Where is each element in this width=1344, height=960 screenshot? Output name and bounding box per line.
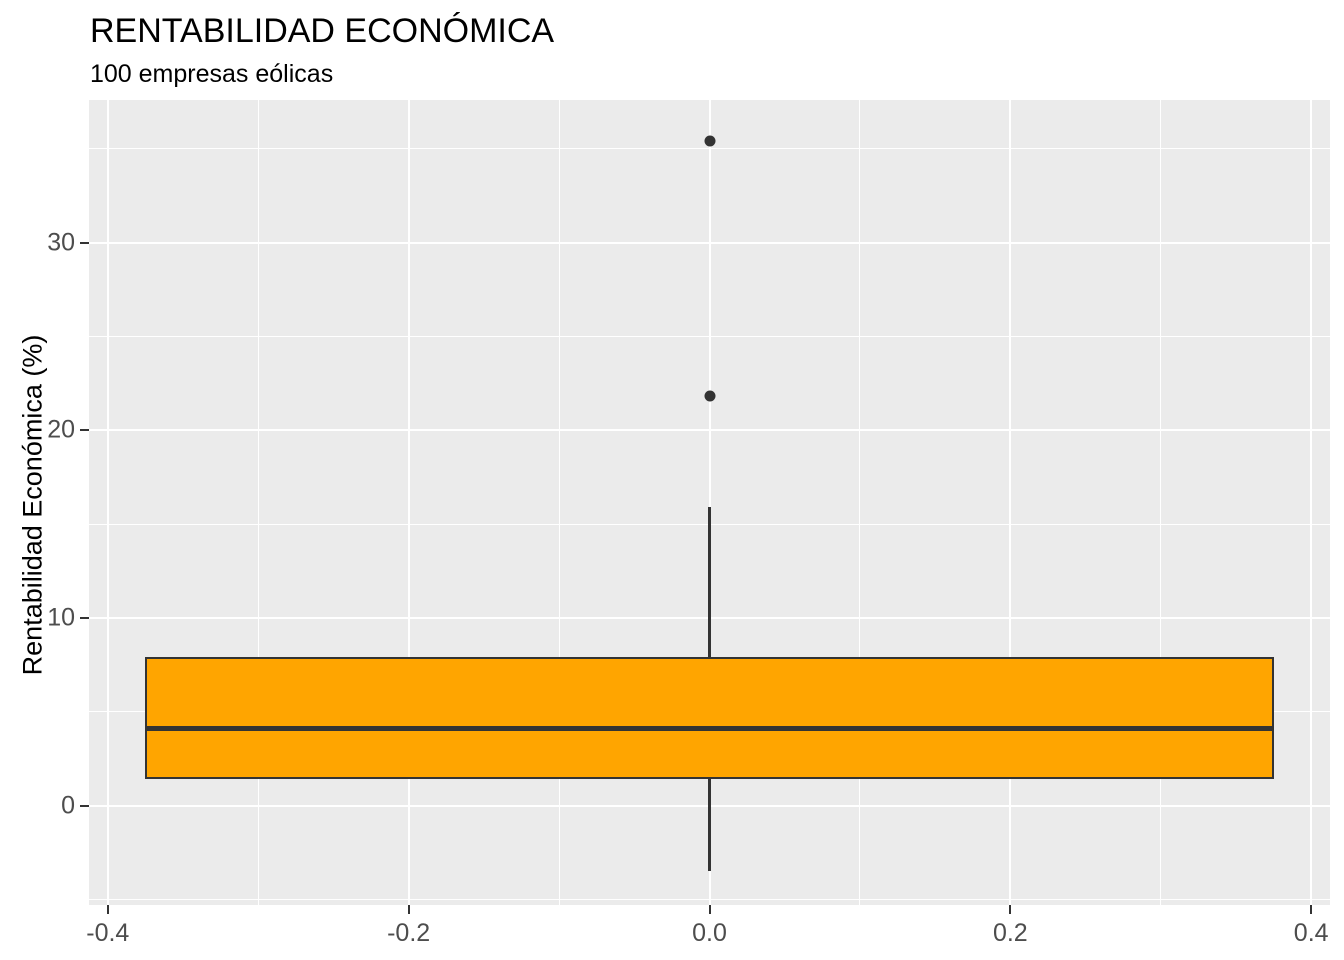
gridline-major-x [708, 100, 711, 905]
x-tick-label: 0.4 [1293, 919, 1329, 947]
outlier-point [704, 135, 715, 147]
y-tick-label: 20 [47, 415, 75, 444]
x-tick-mark [1310, 905, 1313, 914]
gridline-major-x [1310, 100, 1313, 905]
x-tick-label: 0.2 [992, 919, 1028, 947]
y-tick-label: 10 [47, 603, 75, 632]
y-tick-label: 30 [47, 228, 75, 257]
chart-title: RENTABILIDAD ECONÓMICA [90, 12, 555, 50]
gridline-major-x [1009, 100, 1012, 905]
gridline-minor-x [558, 100, 560, 905]
y-tick-mark [80, 241, 89, 244]
gridline-minor-x [859, 100, 861, 905]
y-tick-mark [80, 804, 89, 807]
y-tick-mark [80, 616, 89, 619]
chart-subtitle: 100 empresas eólicas [90, 60, 334, 88]
boxplot-whisker-upper [708, 507, 711, 658]
x-tick-mark [1009, 905, 1012, 914]
x-tick-label: 0.0 [692, 919, 727, 947]
plot-panel [89, 100, 1330, 905]
x-tick-label: -0.4 [86, 919, 130, 947]
x-tick-mark [106, 905, 109, 914]
boxplot-median [145, 726, 1274, 732]
outlier-point [704, 390, 715, 402]
x-tick-mark [708, 905, 711, 914]
boxplot-box [145, 657, 1274, 780]
gridline-minor-x [1160, 100, 1162, 905]
x-tick-label: -0.2 [387, 919, 431, 947]
y-tick-label: 0 [61, 791, 75, 820]
boxplot-whisker-lower [708, 779, 711, 872]
gridline-minor-x [257, 100, 259, 905]
gridline-major-x [407, 100, 410, 905]
x-tick-mark [407, 905, 410, 914]
y-tick-mark [80, 429, 89, 432]
gridline-major-x [106, 100, 109, 905]
